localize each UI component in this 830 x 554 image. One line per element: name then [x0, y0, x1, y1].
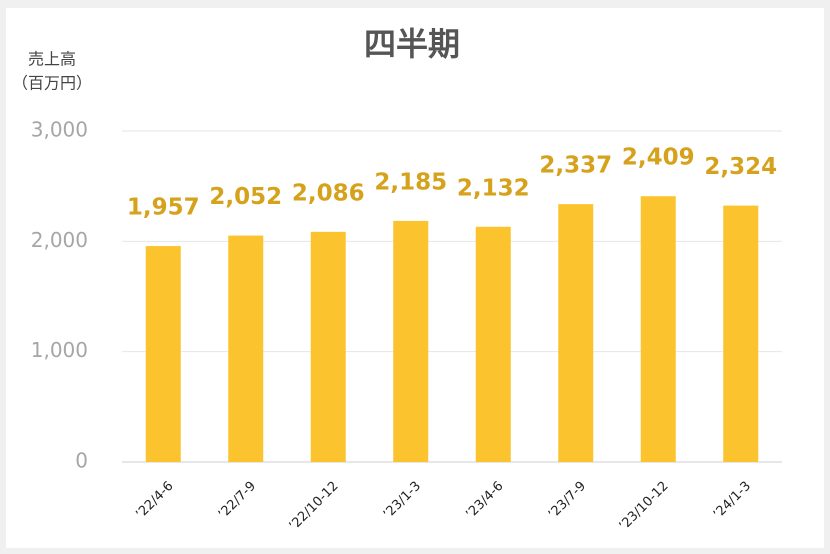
y-tick-label: 0	[75, 449, 88, 473]
y-tick-label: 3,000	[31, 118, 88, 142]
y-tick-label: 2,000	[31, 228, 88, 252]
y-axis-label: 売上高	[28, 50, 76, 69]
bar	[393, 220, 429, 462]
y-tick-label: 1,000	[31, 338, 88, 362]
bar	[475, 226, 511, 462]
value-label: 2,185	[374, 169, 447, 195]
chart-title: 四半期	[364, 25, 460, 63]
y-axis-label: （百万円）	[12, 74, 92, 93]
bar	[558, 204, 594, 462]
bar	[723, 205, 759, 462]
bar	[145, 246, 181, 462]
value-label: 2,132	[457, 175, 530, 201]
value-label: 1,957	[127, 195, 200, 221]
value-label: 2,409	[622, 145, 695, 171]
value-label: 2,086	[292, 180, 365, 206]
value-label: 2,324	[704, 154, 777, 180]
bar	[310, 231, 346, 462]
value-label: 2,052	[209, 184, 282, 210]
value-label: 2,337	[539, 153, 612, 179]
bar	[228, 235, 264, 462]
bar	[640, 196, 676, 462]
